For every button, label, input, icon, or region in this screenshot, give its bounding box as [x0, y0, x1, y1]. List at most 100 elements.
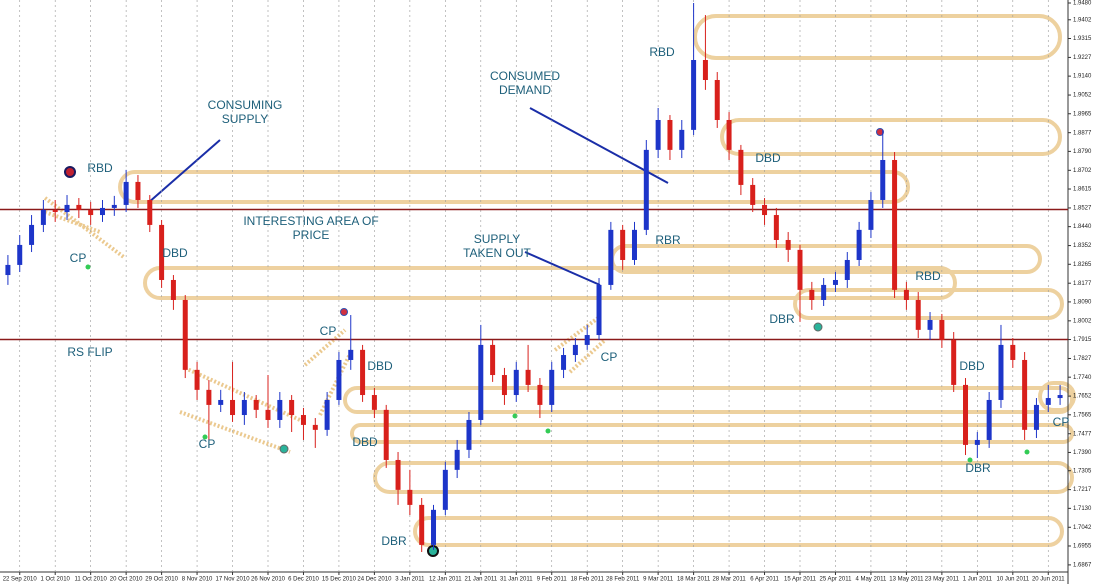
x-tick-label: 23 May 2011	[925, 577, 960, 583]
x-tick-label: 20 Jun 2011	[1032, 577, 1065, 583]
x-tick-label: 11 Oct 2010	[75, 577, 108, 583]
candle-body	[454, 449, 460, 470]
candle-body	[667, 119, 673, 150]
annotation: CP	[69, 251, 87, 265]
candle-body	[809, 289, 815, 300]
candle-body	[52, 209, 58, 213]
y-tick-label: 1.9140	[1073, 74, 1092, 80]
x-tick-label: 29 Oct 2010	[145, 577, 178, 583]
candle-body	[147, 199, 153, 225]
channel	[44, 210, 101, 234]
candle-body	[584, 335, 590, 345]
marker	[813, 322, 823, 332]
candle-body	[655, 119, 661, 150]
annotation: RBD	[87, 161, 113, 175]
candle-body	[738, 149, 744, 185]
candle-body	[643, 149, 649, 230]
y-tick-label: 1.8265	[1073, 262, 1092, 268]
candle-body	[466, 419, 472, 450]
candle-body	[383, 409, 389, 460]
candle-body	[596, 284, 602, 336]
marker	[967, 457, 973, 463]
candle-body	[407, 489, 413, 505]
candle-body	[111, 204, 117, 208]
annotation: CP	[319, 324, 337, 338]
x-tick-label: 15 Dec 2010	[322, 577, 357, 583]
x-tick-label: 24 Dec 2010	[357, 577, 392, 583]
y-tick-label: 1.7565	[1073, 412, 1092, 418]
candle-body	[478, 344, 484, 420]
y-tick-label: 1.7915	[1073, 337, 1092, 343]
y-tick-label: 1.7827	[1073, 356, 1092, 362]
x-tick-label: 26 Nov 2010	[251, 577, 286, 583]
candle-body	[241, 399, 247, 416]
candle-body	[974, 439, 980, 445]
candle-body	[691, 59, 697, 130]
candle-body	[159, 224, 165, 280]
x-tick-label: 18 Feb 2011	[571, 577, 605, 583]
arrow	[524, 251, 601, 286]
x-tick-label: 12 Jan 2011	[429, 577, 462, 583]
annotation: DBR	[381, 534, 407, 548]
candle-body	[99, 207, 105, 216]
annotation: CONSUMING SUPPLY	[207, 98, 283, 126]
marker	[202, 434, 208, 440]
annotation: RS FLIP	[67, 345, 113, 359]
candle-body	[750, 184, 756, 205]
candle-body	[572, 344, 578, 356]
candle-body	[253, 399, 259, 410]
candle-body	[963, 384, 969, 445]
arrow	[147, 139, 221, 204]
channel	[179, 410, 291, 454]
annotation: DBD	[755, 151, 781, 165]
y-tick-label: 1.7477	[1073, 431, 1092, 437]
candle-body	[951, 339, 957, 385]
candle-body	[620, 229, 626, 260]
markers	[64, 128, 1030, 557]
marker	[85, 264, 91, 270]
zone	[413, 516, 1064, 547]
annotation: CP	[1052, 415, 1070, 429]
y-tick-label: 1.9227	[1073, 55, 1092, 61]
candle-body	[561, 355, 567, 370]
x-tick-label: 20 Oct 2010	[110, 577, 143, 583]
annotation: CONSUMED DEMAND	[489, 69, 560, 97]
candle-body	[679, 129, 685, 150]
candle-body	[419, 504, 425, 545]
candle-body	[537, 384, 543, 405]
y-tick-label: 1.7042	[1073, 525, 1092, 531]
candle-body	[1022, 359, 1028, 430]
candle-body	[785, 239, 791, 250]
y-tick-label: 1.7217	[1073, 487, 1092, 493]
x-tick-label: 1 Oct 2010	[41, 577, 71, 583]
annotation: DBR	[769, 312, 795, 326]
candle-body	[821, 284, 827, 300]
y-tick-label: 1.8790	[1073, 149, 1092, 155]
candle-body	[631, 229, 637, 260]
candle-body	[903, 289, 909, 300]
candle-body	[431, 509, 437, 545]
candle-body	[218, 399, 224, 405]
zone	[350, 423, 1074, 444]
candle-body	[348, 349, 354, 360]
marker	[427, 545, 439, 557]
x-tick-label: 1 Jun 2011	[963, 577, 993, 583]
candle-body	[714, 79, 720, 120]
annotation: CP	[198, 437, 216, 451]
y-tick-label: 1.8877	[1073, 130, 1092, 136]
y-tick-label: 1.6867	[1073, 562, 1092, 568]
marker	[64, 166, 76, 178]
y-tick-label: 1.8965	[1073, 111, 1092, 117]
channel	[43, 196, 127, 260]
candle-body	[856, 229, 862, 260]
y-tick-label: 1.7130	[1073, 506, 1092, 512]
candle-body	[123, 181, 129, 205]
annotation: DBD	[367, 359, 393, 373]
candle-body	[762, 204, 768, 216]
candle-body	[986, 399, 992, 440]
x-tick-label: 13 May 2011	[889, 577, 924, 583]
candle-body	[170, 279, 176, 300]
candle-body	[915, 299, 921, 330]
y-tick-label: 1.9315	[1073, 36, 1092, 42]
